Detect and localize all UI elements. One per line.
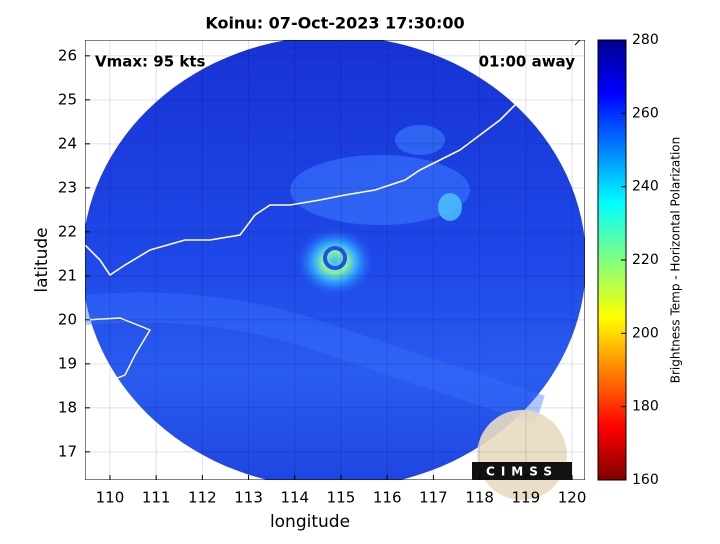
y-axis-label: latitude — [32, 227, 52, 292]
y-tick-label: 18 — [58, 398, 77, 416]
colorbar-tick-label: 260 — [632, 105, 659, 121]
colorbar-tick-label: 280 — [632, 32, 659, 48]
x-tick-label: 120 — [558, 489, 587, 507]
logo-text: CIMSS — [486, 465, 558, 479]
colorbar-tick-label: 240 — [632, 179, 659, 195]
x-tick-label: 118 — [465, 489, 494, 507]
y-tick-label: 26 — [58, 46, 77, 64]
x-tick-label: 117 — [419, 489, 448, 507]
time-annotation: 01:00 away — [479, 53, 576, 71]
colorbar-tick-label: 200 — [632, 325, 659, 341]
x-tick-label: 119 — [512, 489, 541, 507]
y-tick-label: 22 — [58, 222, 77, 240]
y-tick-label: 23 — [58, 178, 77, 196]
x-tick-label: 113 — [234, 489, 263, 507]
y-tick-label: 20 — [58, 310, 77, 328]
title: Koinu: 07-Oct-2023 17:30:00 — [205, 14, 464, 33]
x-tick-label: 115 — [327, 489, 356, 507]
y-tick-label: 19 — [58, 354, 77, 372]
vmax-annotation: Vmax: 95 kts — [95, 53, 205, 71]
x-tick-label: 111 — [142, 489, 171, 507]
x-tick-label: 110 — [96, 489, 125, 507]
satellite-image — [85, 40, 585, 480]
colorbar-tick-label: 180 — [632, 399, 659, 415]
colorbar-label: Brightness Temp - Horizontal Polarizatio… — [669, 137, 683, 384]
x-tick-label: 114 — [280, 489, 309, 507]
x-tick-label: 112 — [188, 489, 217, 507]
x-tick-label: 116 — [373, 489, 402, 507]
colorbar-tick-label: 160 — [632, 472, 659, 488]
y-tick-label: 24 — [58, 134, 77, 152]
colorbar-tick-label: 220 — [632, 252, 659, 268]
y-tick-label: 25 — [58, 90, 77, 108]
x-axis-label: longitude — [270, 512, 350, 532]
y-tick-label: 17 — [58, 442, 77, 460]
logo: CIMSS — [472, 410, 572, 500]
y-tick-label: 21 — [58, 266, 77, 284]
